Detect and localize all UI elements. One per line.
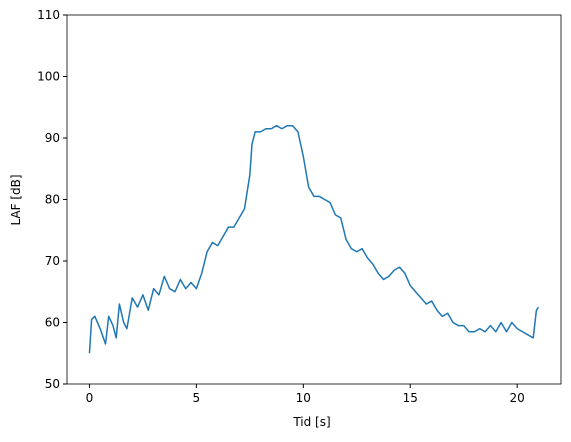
y-tick-label: 110 [37,8,60,22]
x-tick-label: 10 [296,391,311,405]
x-tick-label: 20 [510,391,525,405]
x-tick-label: 0 [86,391,94,405]
y-tick-label: 100 [37,70,60,84]
y-tick-label: 70 [45,254,60,268]
x-axis-label: Tid [s] [292,415,330,429]
y-tick-label: 90 [45,131,60,145]
plot-frame [66,14,562,385]
y-tick-label: 50 [45,377,60,391]
y-tick-label: 80 [45,193,60,207]
x-tick-label: 5 [193,391,201,405]
y-tick-label: 60 [45,316,60,330]
x-tick-label: 15 [403,391,418,405]
data-line [88,124,540,354]
y-axis-label: LAF [dB] [9,174,23,225]
